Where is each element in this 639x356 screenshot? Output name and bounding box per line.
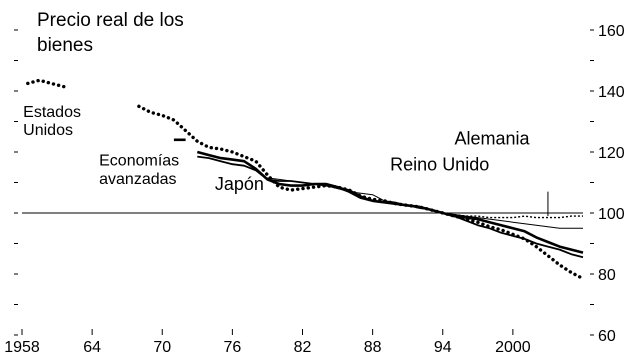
series-line-estados-unidos <box>26 78 71 90</box>
x-tick-label: 94 <box>434 339 452 356</box>
x-tick-label: 70 <box>153 339 171 356</box>
y-tick-label: 120 <box>598 145 625 162</box>
series-annotation-label: Economías <box>99 153 179 170</box>
series-line-japon <box>197 155 584 259</box>
y-tick-label: 80 <box>598 267 616 284</box>
x-tick-label: 2000 <box>495 339 531 356</box>
y-axis: 60 80 100 120 140 160 <box>14 23 625 345</box>
series-line-reino-unido <box>267 177 583 229</box>
series-line-estados-unidos <box>137 104 585 281</box>
series-layer <box>26 78 585 281</box>
series-annotation-label: Reino Unido <box>390 154 489 174</box>
series-annotation-label: Alemania <box>454 128 530 148</box>
series-line-alemania <box>454 213 583 219</box>
x-tick-label: 82 <box>294 339 312 356</box>
series-annotation-label: Japón <box>215 174 264 194</box>
series-annotation-label: Estados <box>23 104 81 121</box>
x-tick-label: 88 <box>364 339 382 356</box>
chart-title-line-2: bienes <box>37 35 93 56</box>
x-tick-label: 1958 <box>4 339 40 356</box>
series-annotation-label: avanzadas <box>99 171 176 188</box>
y-tick-label: 60 <box>598 328 616 345</box>
series-annotation-label: Unidos <box>23 122 73 139</box>
y-tick-label: 160 <box>598 23 625 40</box>
y-tick-label: 100 <box>598 206 625 223</box>
x-tick-label: 64 <box>83 339 101 356</box>
x-axis: 1958 64 70 76 82 88 94 2000 <box>4 191 549 356</box>
y-tick-label: 140 <box>598 84 625 101</box>
chart-title-line-1: Precio real de los <box>37 10 184 31</box>
x-tick-label: 76 <box>223 339 241 356</box>
